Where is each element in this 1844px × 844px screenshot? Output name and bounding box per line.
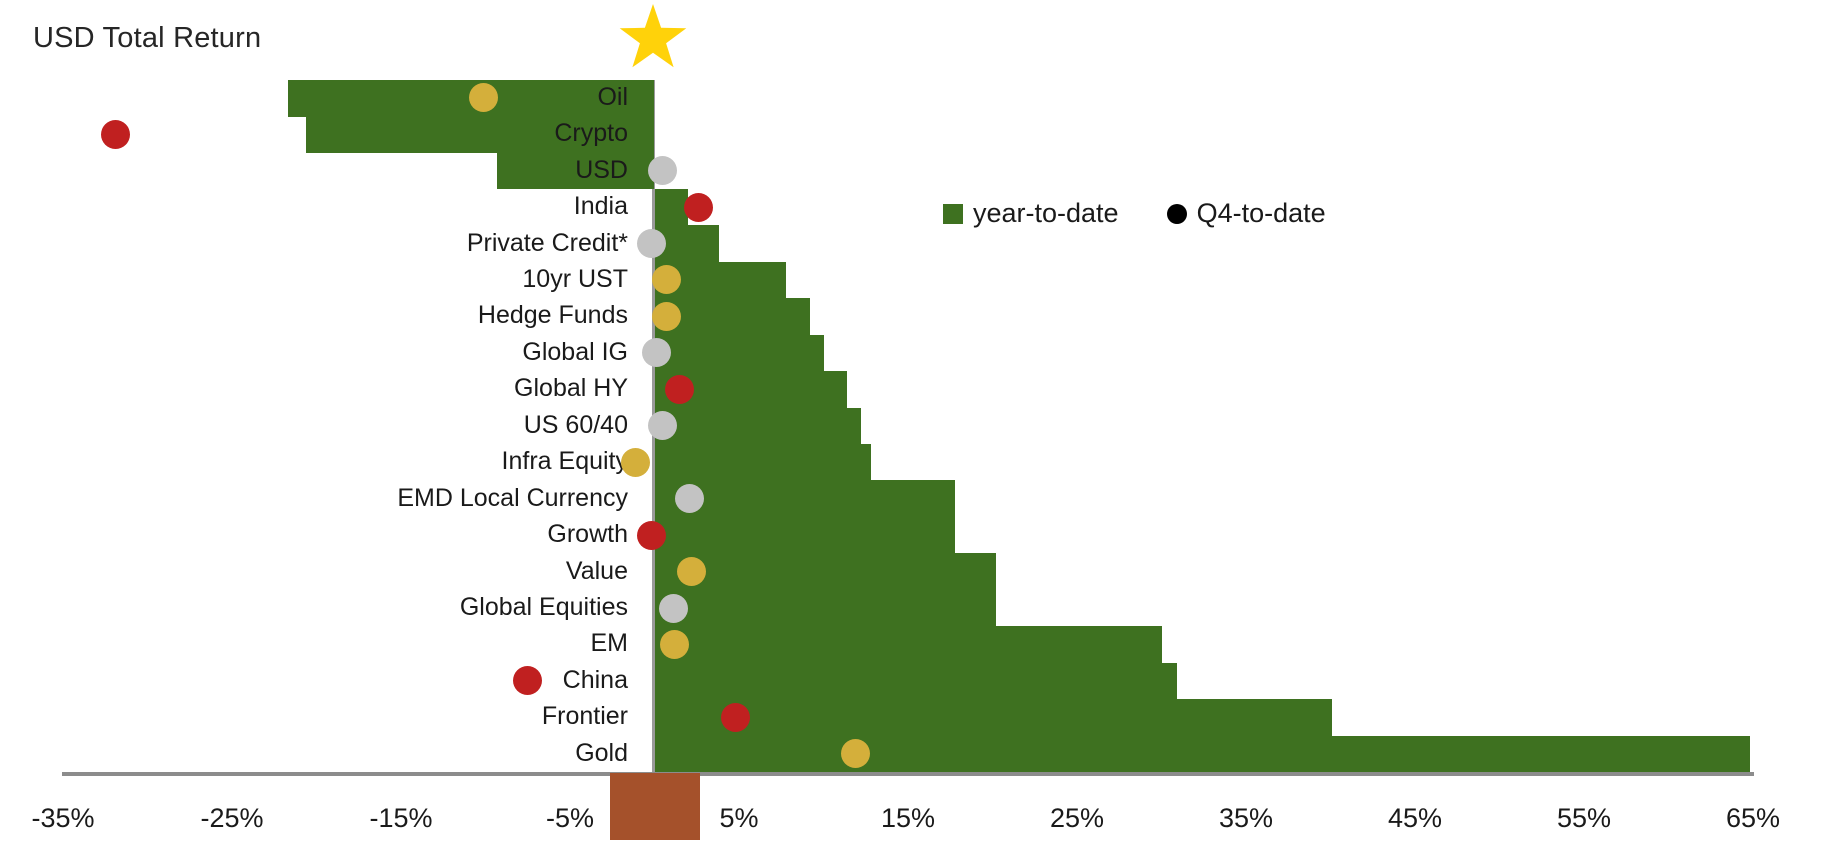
q4-dot-global-hy <box>665 374 695 404</box>
legend: year-to-date Q4-to-date <box>943 198 1326 229</box>
legend-ytd-label: year-to-date <box>973 198 1119 228</box>
row-label-emd-local-currency: EMD Local Currency <box>397 483 628 512</box>
x-tick-label-65: 65% <box>1725 803 1781 833</box>
star-shape <box>619 4 687 68</box>
x-tick-label-45: 45% <box>1387 803 1443 833</box>
q4-dot-us-60-40 <box>648 411 678 441</box>
tree-trunk <box>609 773 700 840</box>
ytd-bar-india <box>654 188 689 226</box>
ytd-bar-value <box>654 553 996 591</box>
q4-dot-crypto <box>100 119 130 149</box>
row-label-oil: Oil <box>597 82 628 111</box>
q4-dot-emd-local-currency <box>675 484 705 514</box>
row-label-china: China <box>562 665 628 694</box>
row-label-crypto: Crypto <box>554 119 628 148</box>
ytd-bar-global-ig <box>654 334 824 372</box>
row-label-india: India <box>573 192 628 221</box>
row-label-value: Value <box>565 556 628 585</box>
star-icon <box>619 4 687 68</box>
q4-dot-global-equities <box>658 593 688 623</box>
q4-dot-frontier <box>721 702 751 732</box>
ytd-bar-crypto <box>306 115 655 153</box>
legend-qtd-dot-icon <box>1166 203 1187 224</box>
row-label-em: EM <box>590 629 629 658</box>
q4-dot-private-credit- <box>636 229 666 259</box>
row-label-global-equities: Global Equities <box>459 593 628 622</box>
ytd-bar-china <box>654 662 1177 700</box>
q4-dot-oil <box>469 83 499 113</box>
q4-dot-value <box>677 557 707 587</box>
x-tick-label--35: -35% <box>31 803 95 833</box>
x-tick-label--25: -25% <box>200 803 264 833</box>
q4-dot-india <box>683 192 713 222</box>
row-label-infra-equity: Infra Equity <box>501 447 628 476</box>
ytd-bar-emd-local-currency <box>654 480 956 518</box>
ytd-bar-frontier <box>654 699 1333 737</box>
ytd-bar-growth <box>654 516 956 554</box>
x-tick-label-35: 35% <box>1218 803 1274 833</box>
q4-dot-china <box>513 666 543 696</box>
x-axis-line <box>62 772 1754 776</box>
row-label-10yr-ust: 10yr UST <box>522 264 628 293</box>
q4-dot-10yr-ust <box>651 265 681 295</box>
ytd-bar-infra-equity <box>654 444 871 482</box>
ytd-bar-us-60-40 <box>654 407 861 445</box>
x-tick-label-25: 25% <box>1049 803 1105 833</box>
row-label-global-hy: Global HY <box>514 374 628 403</box>
q4-dot-infra-equity <box>621 447 651 477</box>
x-tick-label--5: -5% <box>545 803 594 833</box>
legend-qtd-label: Q4-to-date <box>1196 198 1326 228</box>
q4-dot-em <box>660 629 690 659</box>
row-label-usd: USD <box>575 155 628 184</box>
q4-dot-global-ig <box>641 338 671 368</box>
ytd-bar-gold <box>654 735 1750 773</box>
row-label-frontier: Frontier <box>541 702 628 731</box>
q4-dot-usd <box>648 156 678 186</box>
q4-dot-growth <box>636 520 666 550</box>
x-tick-label-15: 15% <box>880 803 936 833</box>
ytd-bar-global-equities <box>654 589 996 627</box>
q4-dot-gold <box>841 739 871 769</box>
row-label-gold: Gold <box>575 738 628 767</box>
legend-ytd-swatch <box>943 203 963 224</box>
x-tick-label--15: -15% <box>369 803 433 833</box>
row-label-us-60-40: US 60/40 <box>523 410 628 439</box>
x-tick-label-55: 55% <box>1556 803 1612 833</box>
row-label-global-ig: Global IG <box>522 337 628 366</box>
ytd-bar-em <box>654 626 1162 664</box>
row-label-private-credit-: Private Credit* <box>466 228 628 257</box>
row-label-hedge-funds: Hedge Funds <box>477 301 628 330</box>
x-tick-label-5: 5% <box>719 803 759 833</box>
ytd-bar-usd <box>497 152 655 190</box>
row-label-growth: Growth <box>547 520 628 549</box>
q4-dot-hedge-funds <box>651 301 681 331</box>
chart-title: USD Total Return <box>33 22 262 54</box>
